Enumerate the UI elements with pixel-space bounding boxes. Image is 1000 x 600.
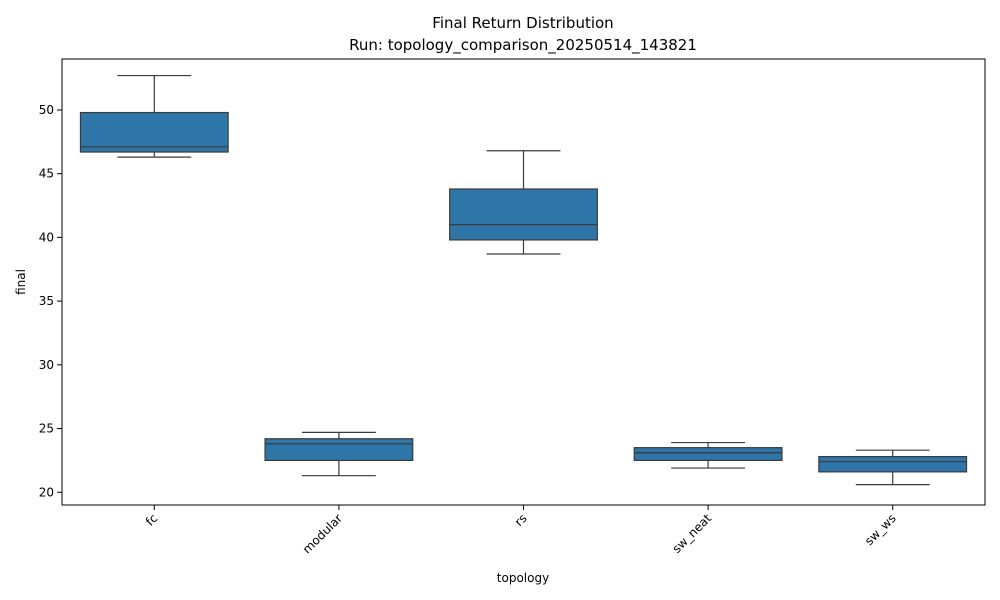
x-tick-label: rs	[512, 511, 530, 529]
box-sw_neat	[633, 447, 783, 461]
y-tick-label: 25	[39, 422, 54, 436]
chart-subtitle: Run: topology_comparison_20250514_143821	[349, 36, 697, 55]
x-tick-label: sw_neat	[670, 511, 715, 556]
plot-area: 20 25 30 35 40 45 50 fc modular rs sw_neat sw_ws	[39, 58, 986, 556]
y-axis-label: final	[14, 269, 28, 295]
y-tick-label: 50	[39, 103, 54, 117]
box-fc	[79, 111, 229, 153]
y-tick-label: 35	[39, 294, 54, 308]
chart-title: Final Return Distribution	[432, 14, 613, 32]
y-tick-label: 45	[39, 167, 54, 181]
y-tick-label: 20	[39, 485, 54, 499]
x-tick-label: fc	[143, 511, 161, 529]
x-tick-label: sw_ws	[862, 511, 899, 548]
box-sw_ws	[818, 455, 968, 473]
box-modular	[264, 438, 414, 462]
x-axis-label: topology	[497, 571, 549, 585]
y-tick-label: 30	[39, 358, 54, 372]
x-tick-label: modular	[300, 511, 345, 556]
box-rs	[449, 188, 598, 241]
y-tick-label: 40	[39, 230, 54, 244]
